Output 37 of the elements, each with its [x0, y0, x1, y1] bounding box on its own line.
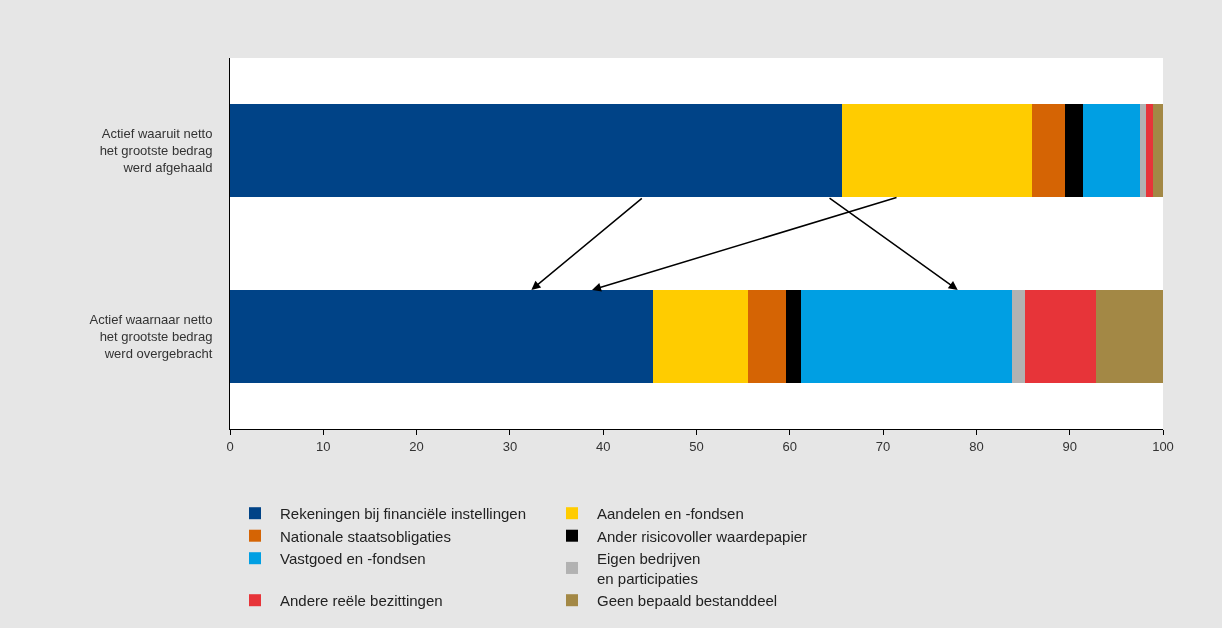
- legend-label: Rekeningen bij financiële instellingen: [280, 505, 526, 523]
- x-tick-label: 90: [1062, 438, 1077, 454]
- bar: [1152, 104, 1163, 198]
- bar: [1065, 104, 1083, 198]
- x-tick-label: 10: [316, 438, 331, 454]
- bar: [1139, 104, 1147, 198]
- legend-label: Nationale staatsobligaties: [280, 527, 451, 545]
- x-tick-label: 100: [1152, 438, 1174, 454]
- x-tick-label: 60: [782, 438, 798, 454]
- y-tick-label: Actief waaruit netto het grootste bedrag werd afgehaald: [99, 126, 213, 176]
- bar: [1095, 289, 1163, 383]
- bar: [801, 289, 1012, 383]
- bar: [1032, 104, 1066, 198]
- y-tick-label: Actief waarnaar netto het grootste bedrag werd overgebracht: [89, 311, 213, 361]
- bar: [1082, 104, 1140, 198]
- x-tick-label: 40: [595, 438, 611, 454]
- legend-label: Andere reële bezittingen: [280, 592, 443, 610]
- bar: [230, 104, 843, 198]
- bar: [1011, 289, 1025, 383]
- x-tick-label: 50: [689, 438, 704, 454]
- x-tick-label: 80: [969, 438, 984, 454]
- bar: [747, 289, 787, 383]
- legend-label: Vastgoed en -fondsen: [280, 550, 426, 568]
- x-tick-label: 0: [226, 438, 234, 454]
- bar: [1024, 289, 1096, 383]
- bar: [842, 104, 1033, 198]
- x-tick-label: 30: [502, 438, 518, 454]
- legend-label: Ander risicovoller waardepapier: [597, 527, 808, 545]
- bar: [1146, 104, 1153, 198]
- legend-label: Aandelen en -fondsen: [597, 505, 744, 523]
- x-tick-label: 70: [875, 438, 891, 454]
- x-tick-label: 20: [409, 438, 424, 454]
- legend-label: Eigen bedrijven en participaties: [597, 550, 701, 587]
- legend-label: Geen bepaald bestanddeel: [597, 592, 778, 610]
- bar: [230, 289, 653, 383]
- bar: [786, 289, 801, 383]
- bar: [652, 289, 748, 383]
